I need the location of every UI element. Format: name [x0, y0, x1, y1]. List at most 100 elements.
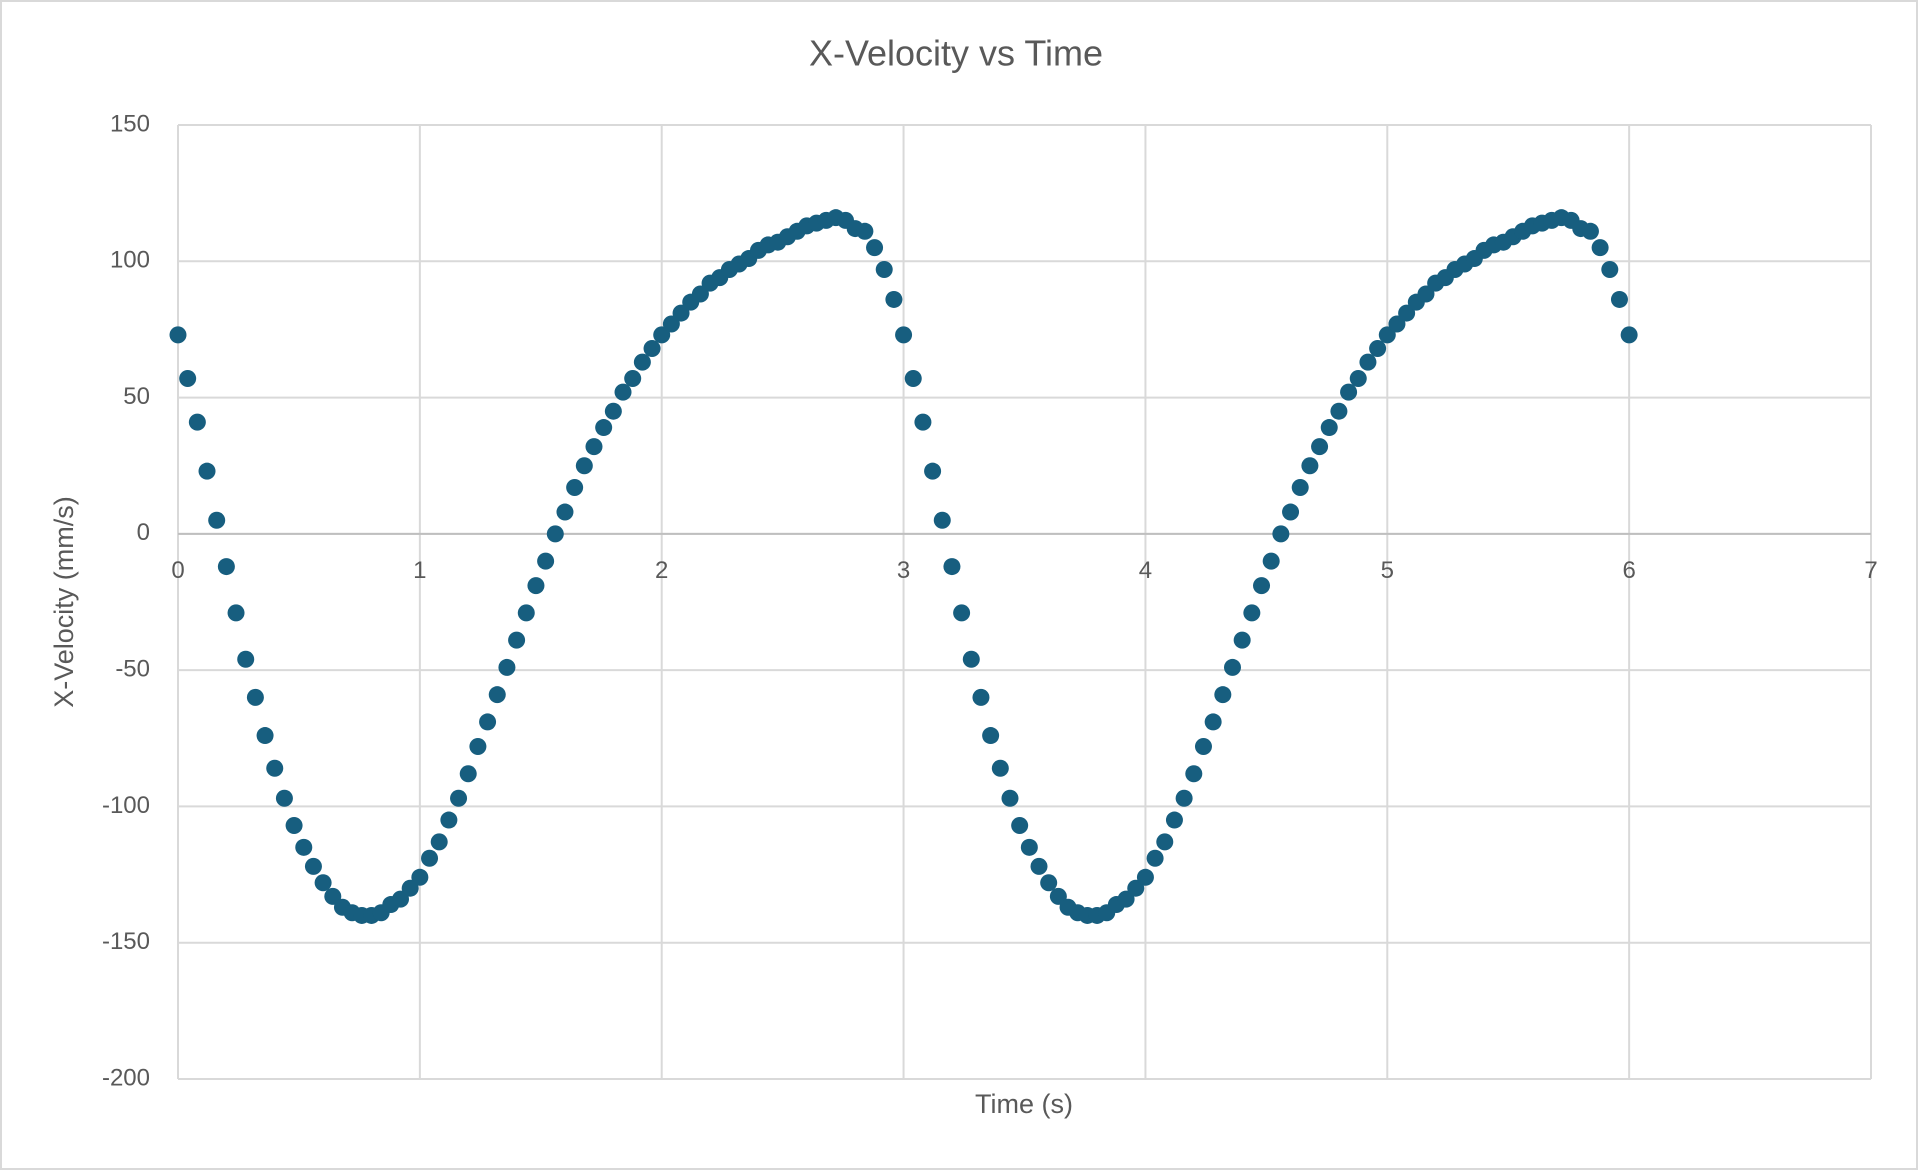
- point: [1243, 604, 1261, 622]
- y-tick-label: -200: [102, 1064, 150, 1091]
- point: [614, 383, 632, 401]
- point: [246, 688, 264, 706]
- point: [392, 890, 410, 908]
- point: [1253, 577, 1271, 595]
- y-tick-label: 0: [137, 519, 150, 546]
- chart-title: X-Velocity vs Time: [809, 33, 1103, 74]
- point: [962, 650, 980, 668]
- point: [672, 304, 690, 322]
- point: [1349, 369, 1367, 387]
- point: [595, 419, 613, 437]
- x-axis-label: Time (s): [975, 1089, 1073, 1119]
- point: [953, 604, 971, 622]
- point: [401, 879, 419, 897]
- x-tick-label: 6: [1622, 557, 1635, 584]
- point: [208, 511, 226, 529]
- point: [517, 604, 535, 622]
- point: [1020, 838, 1038, 856]
- point: [256, 727, 274, 745]
- point: [1001, 789, 1019, 807]
- point: [188, 413, 206, 431]
- point: [1340, 383, 1358, 401]
- point: [1301, 457, 1319, 475]
- point: [1581, 222, 1599, 240]
- point: [662, 315, 680, 333]
- point: [469, 737, 487, 755]
- x-tick-label: 7: [1864, 557, 1877, 584]
- point: [1330, 402, 1348, 420]
- point: [904, 369, 922, 387]
- point: [933, 511, 951, 529]
- point: [856, 222, 874, 240]
- point: [895, 326, 913, 344]
- point: [1378, 326, 1396, 344]
- point: [1040, 874, 1058, 892]
- x-tick-label: 0: [171, 557, 184, 584]
- point: [566, 479, 584, 497]
- point: [1165, 811, 1183, 829]
- point: [169, 326, 187, 344]
- point: [1049, 887, 1067, 905]
- point: [604, 402, 622, 420]
- point: [875, 260, 893, 278]
- point: [314, 874, 332, 892]
- point: [866, 239, 884, 257]
- point: [1311, 438, 1329, 456]
- point: [217, 558, 235, 576]
- point: [1262, 552, 1280, 570]
- point: [1185, 765, 1203, 783]
- point: [498, 658, 516, 676]
- point: [266, 759, 284, 777]
- y-tick-label: -100: [102, 792, 150, 819]
- point: [575, 457, 593, 475]
- point: [653, 326, 671, 344]
- point: [1620, 326, 1638, 344]
- point: [527, 577, 545, 595]
- point: [1369, 340, 1387, 358]
- point: [1417, 285, 1435, 303]
- point: [972, 688, 990, 706]
- point: [198, 462, 216, 480]
- point: [1156, 833, 1174, 851]
- point: [508, 631, 526, 649]
- point: [275, 789, 293, 807]
- point: [227, 604, 245, 622]
- point: [450, 789, 468, 807]
- point: [324, 887, 342, 905]
- point: [1136, 868, 1154, 886]
- point: [479, 713, 497, 731]
- point: [1359, 353, 1377, 371]
- point: [982, 727, 1000, 745]
- point: [1601, 260, 1619, 278]
- point: [1272, 525, 1290, 543]
- y-tick-label: 100: [110, 247, 150, 274]
- point: [1610, 290, 1628, 308]
- point: [1146, 849, 1164, 867]
- point: [304, 857, 322, 875]
- point: [1233, 631, 1251, 649]
- point: [1204, 713, 1222, 731]
- point: [1591, 239, 1609, 257]
- point: [1194, 737, 1212, 755]
- point: [430, 833, 448, 851]
- point: [1291, 479, 1309, 497]
- point: [1388, 315, 1406, 333]
- point: [1282, 503, 1300, 521]
- point: [991, 759, 1009, 777]
- point: [295, 838, 313, 856]
- y-tick-label: -50: [115, 655, 150, 682]
- point: [237, 650, 255, 668]
- x-tick-label: 5: [1381, 557, 1394, 584]
- point: [1320, 419, 1338, 437]
- x-tick-label: 3: [897, 557, 910, 584]
- point: [179, 369, 197, 387]
- point: [914, 413, 932, 431]
- point: [1127, 879, 1145, 897]
- point: [1030, 857, 1048, 875]
- y-tick-label: 50: [123, 383, 150, 410]
- point: [1398, 304, 1416, 322]
- point: [1223, 658, 1241, 676]
- x-tick-label: 4: [1139, 557, 1152, 584]
